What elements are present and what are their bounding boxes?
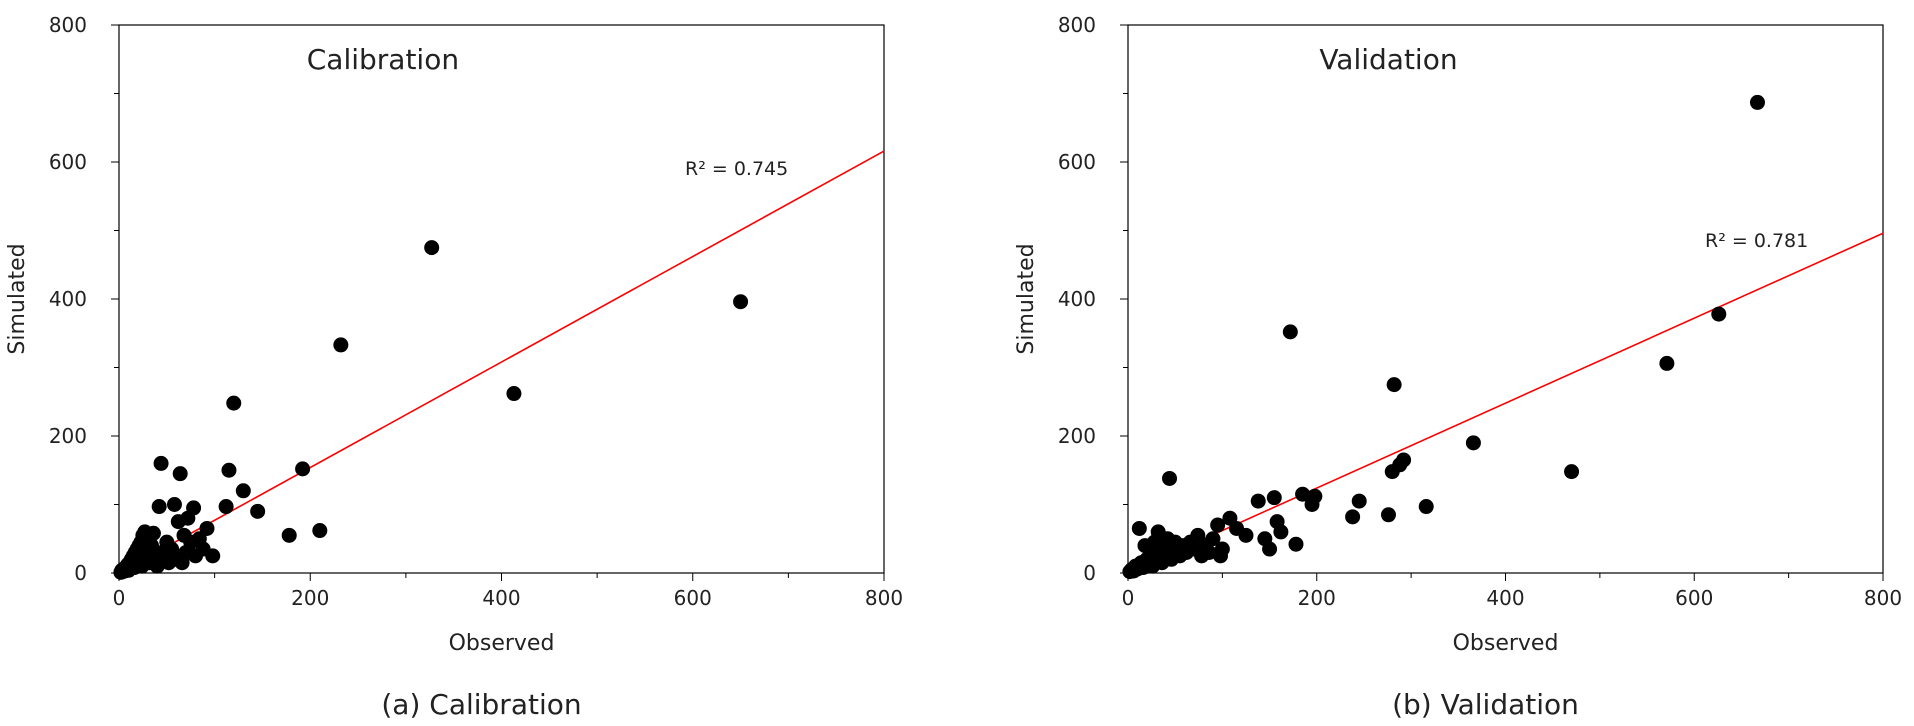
calibration-data-point xyxy=(145,525,161,541)
calibration-y-tick-label: 800 xyxy=(49,13,87,37)
validation-data-point xyxy=(1380,507,1396,523)
validation-y-tick-label: 0 xyxy=(1083,561,1096,585)
validation-data-point xyxy=(1131,520,1147,536)
calibration-x-tick-label: 600 xyxy=(674,586,712,610)
calibration-y-axis-title: Simulated xyxy=(5,243,30,354)
validation-y-axis-title: Simulated xyxy=(1014,243,1039,354)
calibration-x-axis-title: Observed xyxy=(449,631,555,656)
calibration-data-point xyxy=(186,500,202,516)
calibration-data-point xyxy=(424,240,440,256)
validation-y-tick-label: 200 xyxy=(1058,424,1096,448)
validation-data-point xyxy=(1564,464,1580,480)
validation-data-point xyxy=(1262,541,1278,557)
calibration-x-tick-label: 400 xyxy=(482,586,520,610)
validation-data-point xyxy=(1711,306,1727,322)
validation-data-point xyxy=(1386,377,1402,393)
validation-r2-label: R² = 0.781 xyxy=(1705,230,1808,252)
validation-data-point xyxy=(1295,486,1311,502)
validation-plot-frame xyxy=(1127,24,1884,574)
validation-chart-title: Validation xyxy=(1319,43,1457,76)
validation-data-point xyxy=(1659,355,1675,371)
calibration-data-point xyxy=(506,386,522,402)
calibration-y-tick-label: 200 xyxy=(49,424,87,448)
calibration-data-point xyxy=(250,503,266,519)
calibration-data-point xyxy=(205,548,221,564)
validation-data-point xyxy=(1749,94,1765,110)
validation-y-tick-label: 600 xyxy=(1058,150,1096,174)
validation-x-tick-label: 400 xyxy=(1486,586,1524,610)
calibration-data-point xyxy=(295,461,311,477)
validation-x-tick-label: 200 xyxy=(1298,586,1336,610)
calibration-x-tick-label: 800 xyxy=(865,586,903,610)
calibration-data-point xyxy=(733,294,749,310)
calibration-data-point xyxy=(218,499,234,515)
calibration-y-tick-label: 0 xyxy=(74,561,87,585)
validation-data-point xyxy=(1307,488,1323,504)
calibration-plot-frame xyxy=(118,24,885,574)
validation-data-point xyxy=(1396,452,1412,468)
validation-data-point xyxy=(1201,544,1217,560)
calibration-x-tick-label: 200 xyxy=(291,586,329,610)
validation-data-point xyxy=(1418,499,1434,515)
calibration-data-point xyxy=(221,462,237,478)
calibration-data-point xyxy=(151,499,167,515)
calibration-data-point xyxy=(153,455,169,471)
validation-panel: 0 200 400 600 800 0 200 400 600 800 Observed Simula… xyxy=(1014,13,1902,721)
validation-x-tick-label: 0 xyxy=(1122,586,1135,610)
validation-data-point xyxy=(1465,435,1481,451)
calibration-caption: (a) Calibration xyxy=(381,688,581,721)
validation-data-point xyxy=(1238,527,1254,543)
calibration-x-tick-label: 0 xyxy=(113,586,126,610)
calibration-data-point xyxy=(172,466,188,482)
calibration-y-tick-label: 400 xyxy=(49,287,87,311)
validation-y-tick-label: 400 xyxy=(1058,287,1096,311)
calibration-data-point xyxy=(312,523,328,539)
validation-x-tick-label: 600 xyxy=(1675,586,1713,610)
validation-data-point xyxy=(1345,509,1361,525)
calibration-data-point xyxy=(281,527,297,543)
calibration-data-point xyxy=(235,483,251,499)
calibration-y-tick-label: 600 xyxy=(49,150,87,174)
validation-data-point xyxy=(1282,324,1298,340)
calibration-data-point xyxy=(333,337,349,353)
validation-x-axis-title: Observed xyxy=(1453,631,1559,656)
validation-data-point xyxy=(1214,541,1230,557)
calibration-chart-title: Calibration xyxy=(307,43,459,76)
calibration-panel: 0 200 400 600 800 0 200 400 600 800 Observed Simula… xyxy=(5,13,903,721)
validation-data-point xyxy=(1266,490,1282,506)
validation-data-point xyxy=(1205,531,1221,547)
validation-data-point xyxy=(1162,470,1178,486)
validation-data-point xyxy=(1273,524,1289,540)
validation-data-point xyxy=(1210,517,1226,533)
validation-trendline xyxy=(1127,232,1884,574)
calibration-data-point xyxy=(166,497,182,512)
validation-data-point xyxy=(1190,527,1206,543)
validation-data-point xyxy=(1288,536,1304,552)
validation-x-tick-label: 800 xyxy=(1864,586,1902,610)
validation-data-point xyxy=(1250,493,1266,509)
validation-caption: (b) Validation xyxy=(1392,688,1579,721)
validation-y-tick-label: 800 xyxy=(1058,13,1096,37)
calibration-r2-label: R² = 0.745 xyxy=(685,158,788,180)
validation-data-point xyxy=(1351,493,1367,509)
calibration-trendline xyxy=(118,150,885,574)
calibration-data-point xyxy=(226,395,242,411)
calibration-data-point xyxy=(199,520,215,536)
